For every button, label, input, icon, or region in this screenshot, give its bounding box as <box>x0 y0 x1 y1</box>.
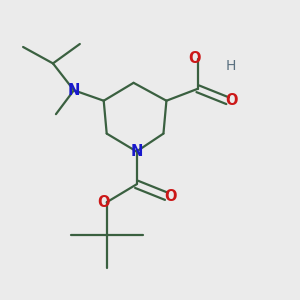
Text: O: O <box>188 51 200 66</box>
Text: O: O <box>97 195 110 210</box>
Text: H: H <box>225 59 236 74</box>
Text: O: O <box>225 93 238 108</box>
Text: N: N <box>130 144 143 159</box>
Text: N: N <box>68 83 80 98</box>
Text: O: O <box>164 189 176 204</box>
